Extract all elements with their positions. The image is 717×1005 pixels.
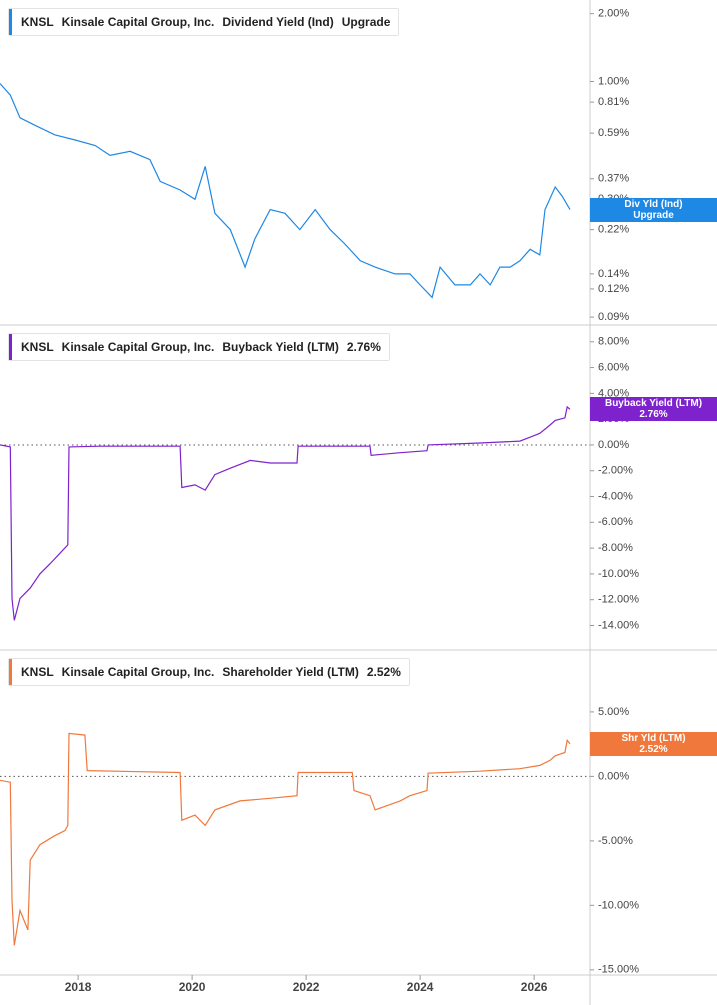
y-tick-label: 0.00% — [598, 770, 629, 782]
y-tick-label: 0.12% — [598, 283, 629, 295]
x-tick-label: 2024 — [407, 980, 434, 994]
last-value: 2.52% — [366, 665, 401, 679]
y-tick-label: 4.00% — [598, 387, 629, 399]
y-tick-label: -2.00% — [598, 465, 633, 477]
y-tick-label: -4.00% — [598, 490, 633, 502]
company: Kinsale Capital Group, Inc. — [61, 340, 215, 354]
upgrade-link[interactable]: Upgrade — [341, 15, 391, 29]
value-tag: Buyback Yield (LTM) 2.76% — [590, 397, 717, 422]
y-tick-label: -8.00% — [598, 542, 633, 554]
y-tick-label: 5.00% — [598, 706, 629, 718]
legend-box: KNSL Kinsale Capital Group, Inc. Sharehold… — [8, 658, 410, 686]
tag-label: Div Yld (Ind) — [624, 198, 683, 210]
series-name: Buyback Yield (LTM) — [222, 340, 339, 354]
y-tick-label: -5.00% — [598, 835, 633, 847]
series-line — [0, 405, 571, 621]
y-tick-label: -14.00% — [598, 619, 639, 631]
tag-value: 2.76% — [639, 409, 668, 421]
y-tick-label: -10.00% — [598, 899, 639, 911]
series-name: Dividend Yield (Ind) — [222, 15, 334, 29]
y-tick-label: 0.09% — [598, 311, 629, 323]
tag-label: Buyback Yield (LTM) — [604, 398, 703, 410]
y-tick-label: 0.81% — [598, 96, 629, 108]
value-tag: Shr Yld (LTM) 2.52% — [590, 731, 717, 756]
tag-label: Shr Yld (LTM) — [621, 732, 686, 744]
company: Kinsale Capital Group, Inc. — [61, 665, 215, 679]
y-tick-label: 8.00% — [598, 336, 629, 348]
series-line — [0, 83, 571, 299]
series-line — [0, 732, 571, 946]
tag-value: 2.52% — [639, 743, 668, 755]
x-tick-label: 2026 — [521, 980, 548, 994]
y-tick-label: 0.37% — [598, 173, 629, 185]
ticker: KNSL — [21, 15, 54, 29]
legend-color — [9, 334, 12, 360]
company: Kinsale Capital Group, Inc. — [61, 15, 215, 29]
y-tick-label: 0.00% — [598, 439, 629, 451]
ticker: KNSL — [21, 340, 54, 354]
y-tick-label: -12.00% — [598, 594, 639, 606]
tag-value: Upgrade — [633, 209, 674, 221]
y-tick-label: 0.59% — [598, 127, 629, 139]
legend-box: KNSL Kinsale Capital Group, Inc. Dividend … — [8, 8, 400, 36]
legend-color — [9, 659, 12, 685]
y-tick-label: 1.00% — [598, 75, 629, 87]
legend-color — [9, 9, 12, 35]
ticker: KNSL — [21, 665, 54, 679]
y-tick-label: 0.14% — [598, 268, 629, 280]
series-name: Shareholder Yield (LTM) — [222, 665, 359, 679]
y-tick-label: -6.00% — [598, 516, 633, 528]
y-tick-label: -15.00% — [598, 964, 639, 976]
x-tick-label: 2022 — [293, 980, 320, 994]
legend-box: KNSL Kinsale Capital Group, Inc. Buyback Y… — [8, 333, 390, 361]
y-tick-label: -10.00% — [598, 568, 639, 580]
last-value: 2.76% — [346, 340, 381, 354]
x-tick-label: 2020 — [179, 980, 206, 994]
x-tick-label: 2018 — [65, 980, 92, 994]
y-tick-label: 0.22% — [598, 224, 629, 236]
y-tick-label: 6.00% — [598, 361, 629, 373]
value-tag: Div Yld (Ind) Upgrade — [590, 197, 717, 222]
y-tick-label: 2.00% — [598, 8, 629, 20]
